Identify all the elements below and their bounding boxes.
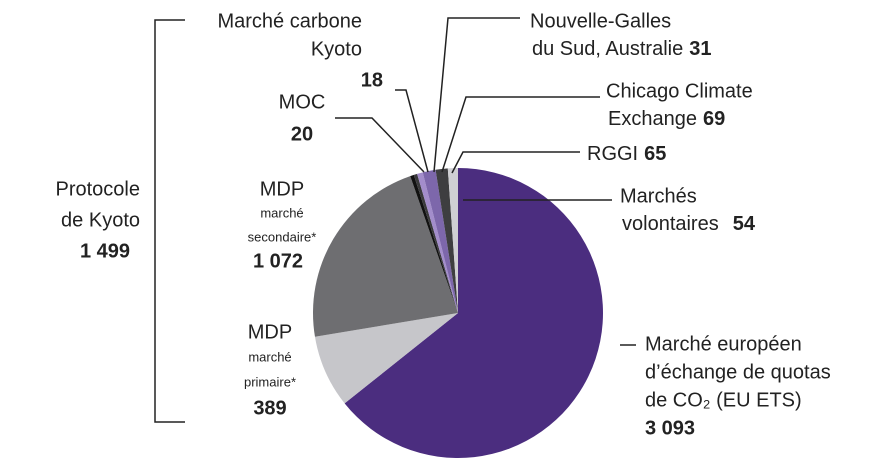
leader-line [433, 17, 520, 173]
slice-label: d’échange de quotas [645, 361, 831, 383]
pie-slice [313, 176, 458, 337]
leader-line [335, 117, 425, 173]
kyoto-bracket [154, 19, 185, 423]
slice-label: Kyoto [311, 38, 362, 60]
slice-label: RGGI 65 [587, 143, 666, 165]
slice-label: MOC [279, 91, 326, 113]
slice-value: 1 072 [253, 250, 303, 272]
group-value: 1 499 [80, 240, 130, 262]
slice-label: MDP [248, 321, 292, 343]
slice-value: 69 [703, 108, 725, 130]
slice-label: Exchange 69 [608, 108, 725, 130]
slice-label: de CO₂ (EU ETS) [645, 389, 802, 411]
slice-label: Marché carbone [217, 10, 362, 32]
slice-label: marché [260, 205, 303, 220]
slice-value: 54 [733, 213, 756, 235]
pie-slice [413, 173, 458, 313]
slice-label: secondaire* [248, 229, 317, 244]
leader-line [441, 96, 600, 173]
slice-label: marché [248, 349, 291, 364]
slice-value: 65 [644, 143, 666, 165]
slice-value: 20 [291, 123, 313, 145]
group-label: de Kyoto [61, 209, 140, 231]
slice-value: 3 093 [645, 417, 695, 439]
slice-label-text: Exchange [608, 108, 697, 130]
leader-line [395, 89, 429, 173]
slice-value: 31 [689, 38, 711, 60]
slice-label: primaire* [244, 374, 296, 389]
slice-label: volontaires 54 [622, 213, 756, 235]
pie-slice [410, 174, 458, 313]
slice-label: Nouvelle-Galles [530, 10, 671, 32]
slice-label-text: RGGI [587, 143, 638, 165]
pie-slice [417, 172, 458, 313]
slice-value: 389 [253, 397, 286, 419]
slice-label-text: du Sud, Australie [532, 38, 683, 60]
slice-label: Marchés [620, 185, 697, 207]
leader-line [451, 151, 580, 174]
slice-label-text: volontaires [622, 213, 719, 235]
pie-slice [435, 168, 458, 313]
slice-label: Marché européen [645, 333, 802, 355]
pie-slice [422, 169, 458, 313]
pie-slice [447, 168, 458, 313]
group-label: Protocole [56, 178, 141, 200]
pie-slice [314, 313, 458, 404]
slice-label: du Sud, Australie 31 [532, 38, 711, 60]
slice-label: Chicago Climate [606, 80, 753, 102]
slice-value: 18 [361, 69, 383, 91]
slice-label: MDP [260, 178, 304, 200]
pie-slice [344, 168, 603, 458]
